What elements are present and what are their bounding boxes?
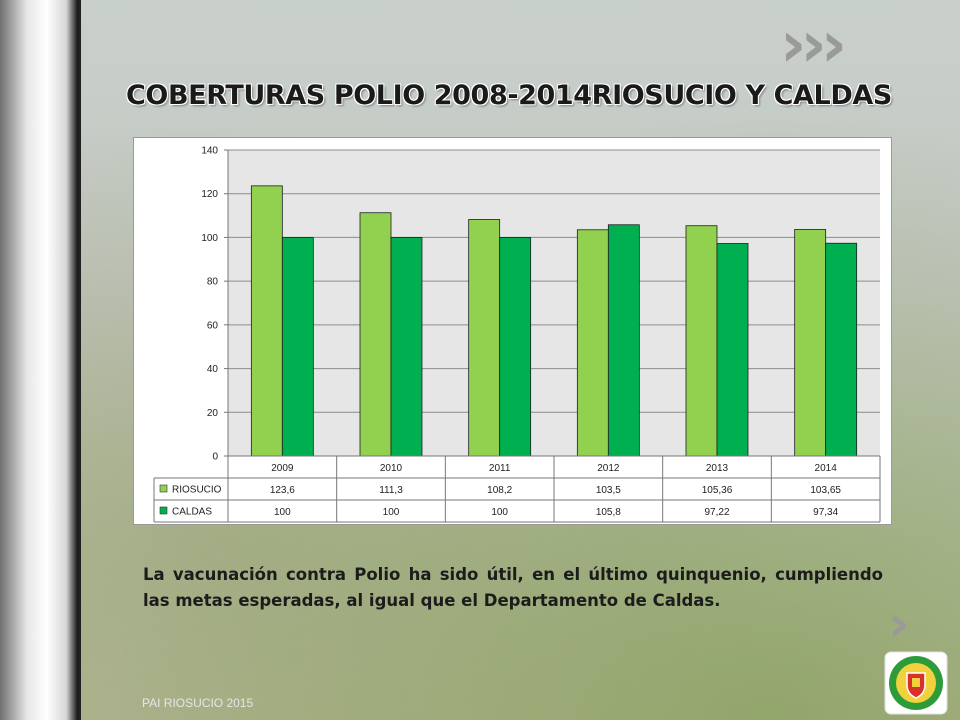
slide-caption: La vacunación contra Polio ha sido útil,… — [143, 565, 883, 610]
y-tick-label: 60 — [207, 320, 219, 331]
data-label-riosucio: 108,2 — [487, 485, 512, 496]
bar-riosucio-2014 — [794, 229, 827, 457]
bar-riosucio-2012 — [576, 229, 609, 457]
data-label-riosucio: 103,5 — [596, 485, 621, 496]
bar-riosucio-2013 — [685, 225, 718, 457]
x-category-label: 2013 — [706, 463, 729, 474]
y-tick-label: 40 — [207, 364, 219, 375]
coverage-chart: 0 20 40 60 80 100 120 140 2009 2010 2011 2012 2013 20… — [133, 137, 892, 525]
bar-caldas-2014 — [825, 242, 858, 457]
chevron-right-icon[interactable]: › — [888, 594, 910, 654]
chart-svg: 0 20 40 60 80 100 120 140 2009 2010 2011 2012 2013 20… — [153, 146, 881, 523]
municipal-logo — [884, 651, 948, 715]
legend-label-riosucio: RIOSUCIO — [172, 485, 222, 496]
bar-riosucio-2011 — [468, 219, 501, 457]
legend-label-caldas: CALDAS — [172, 507, 212, 518]
data-label-caldas: 100 — [274, 507, 291, 518]
data-label-caldas: 100 — [383, 507, 400, 518]
bar-caldas-2013 — [716, 243, 749, 457]
x-category-label: 2011 — [489, 463, 511, 474]
x-category-label: 2010 — [380, 463, 403, 474]
y-tick-label: 120 — [201, 189, 218, 200]
left-sidebar-bar — [0, 0, 78, 720]
sidebar-edge-divider — [78, 0, 81, 720]
data-label-riosucio: 103,65 — [810, 485, 841, 496]
y-tick-label: 80 — [207, 277, 219, 288]
data-label-caldas: 100 — [491, 507, 508, 518]
data-label-caldas: 105,8 — [596, 507, 621, 518]
data-label-riosucio: 123,6 — [270, 485, 295, 496]
legend-key-riosucio — [159, 484, 168, 493]
bar-caldas-2009 — [281, 237, 314, 457]
data-label-riosucio: 105,36 — [702, 485, 733, 496]
y-tick-label: 140 — [201, 146, 218, 157]
bar-riosucio-2010 — [359, 212, 392, 457]
bar-caldas-2011 — [499, 237, 532, 457]
x-category-label: 2012 — [597, 463, 620, 474]
y-tick-label: 100 — [201, 233, 218, 244]
bar-caldas-2010 — [390, 237, 423, 457]
x-category-label: 2009 — [271, 463, 294, 474]
data-label-riosucio: 111,3 — [379, 485, 403, 496]
y-tick-label: 0 — [212, 452, 218, 463]
data-label-caldas: 97,22 — [704, 507, 729, 518]
legend-key-caldas — [159, 506, 168, 515]
bar-riosucio-2009 — [250, 185, 283, 457]
y-tick-label: 20 — [207, 408, 219, 419]
data-label-caldas: 97,34 — [813, 507, 838, 518]
bar-caldas-2012 — [607, 224, 640, 457]
triple-chevron-right-icon: ››› — [780, 8, 847, 82]
plot-area — [228, 150, 880, 456]
x-category-label: 2014 — [815, 463, 838, 474]
footer-text: PAI RIOSUCIO 2015 — [142, 696, 254, 710]
slide-title: COBERTURAS POLIO 2008-2014RIOSUCIO Y CAL… — [126, 80, 892, 111]
